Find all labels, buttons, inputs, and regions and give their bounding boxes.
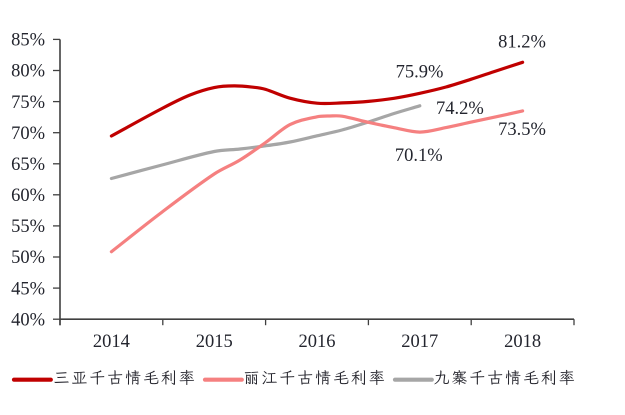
svg-text:73.5%: 73.5% [498, 120, 546, 140]
svg-text:81.2%: 81.2% [498, 33, 546, 53]
svg-text:2018: 2018 [504, 332, 541, 352]
svg-text:80%: 80% [11, 62, 45, 82]
svg-text:60%: 60% [11, 186, 45, 206]
svg-text:40%: 40% [11, 310, 45, 330]
svg-text:45%: 45% [11, 279, 45, 299]
svg-text:75%: 75% [11, 93, 45, 113]
svg-text:2015: 2015 [196, 332, 233, 352]
svg-text:2014: 2014 [93, 332, 130, 352]
svg-text:70.1%: 70.1% [395, 146, 443, 166]
svg-text:65%: 65% [11, 155, 45, 175]
svg-text:50%: 50% [11, 248, 45, 268]
svg-text:85%: 85% [11, 31, 45, 51]
svg-text:74.2%: 74.2% [436, 99, 484, 119]
svg-text:70%: 70% [11, 124, 45, 144]
svg-text:2017: 2017 [401, 332, 438, 352]
svg-text:2016: 2016 [299, 332, 336, 352]
svg-text:75.9%: 75.9% [396, 63, 444, 83]
svg-text:55%: 55% [11, 217, 45, 237]
